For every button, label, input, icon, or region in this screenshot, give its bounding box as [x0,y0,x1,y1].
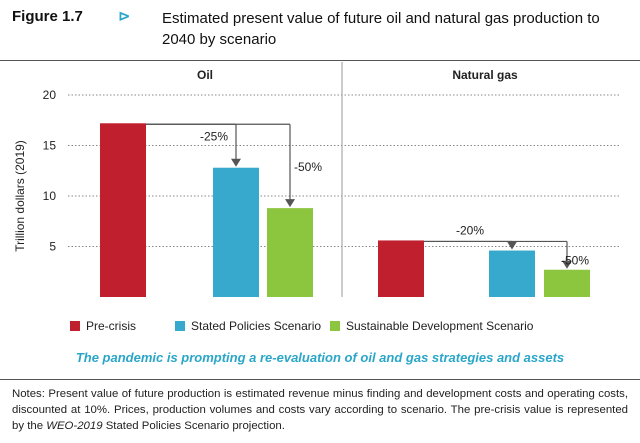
figure-header: Figure 1.7 ⊳ Estimated present value of … [12,8,632,58]
annot-label-1-1: -50% [561,254,589,268]
panel-title-0: Oil [197,68,213,82]
figure-arrow-icon: ⊳ [118,8,131,25]
figure-title: Estimated present value of future oil an… [162,10,600,48]
bar-1-2 [544,269,590,297]
chart-subtitle: The pandemic is prompting a re-evaluatio… [75,350,565,365]
bar-0-2 [267,208,313,297]
annot-label-1-0: -20% [456,223,484,237]
notes-text-end: Stated Policies Scenario projection. [102,420,285,432]
legend-label-2: Sustainable Development Scenario [346,319,534,333]
y-tick-label-15: 15 [43,139,57,153]
annot-arrow-icon-0-1 [285,199,295,208]
annot-arrow-icon-1-0 [507,241,517,250]
top-divider [0,60,640,61]
notes: Notes: Present value of future productio… [12,386,628,434]
legend-swatch-0 [70,321,80,331]
legend-label-1: Stated Policies Scenario [191,319,321,333]
chart: 5 10 15 20 Trillion dollars (2019) Oil -25% -50… [13,62,620,333]
bar-1-0 [378,240,424,297]
y-axis-label: Trillion dollars (2019) [13,140,27,252]
legend-swatch-1 [175,321,185,331]
notes-text: Notes: Present value of future productio… [12,388,628,432]
y-tick-label-10: 10 [43,189,57,203]
panel-title-1: Natural gas [452,68,518,82]
annot-arrow-icon-0-0 [231,158,241,167]
bar-0-1 [213,167,259,297]
y-tick-label-5: 5 [49,240,56,254]
bottom-divider [0,379,640,380]
bar-0-0 [100,123,146,297]
bar-1-1 [489,250,535,297]
annot-arrow-icon-1-1 [562,260,572,269]
annot-label-0-1: -50% [294,160,322,174]
annot-label-0-0: -25% [200,129,228,143]
legend-label-0: Pre-crisis [86,319,136,333]
notes-emphasis: WEO-2019 [46,420,103,432]
legend-swatch-2 [330,321,340,331]
figure-number: Figure 1.7 [12,8,83,25]
y-tick-label-20: 20 [43,88,57,102]
